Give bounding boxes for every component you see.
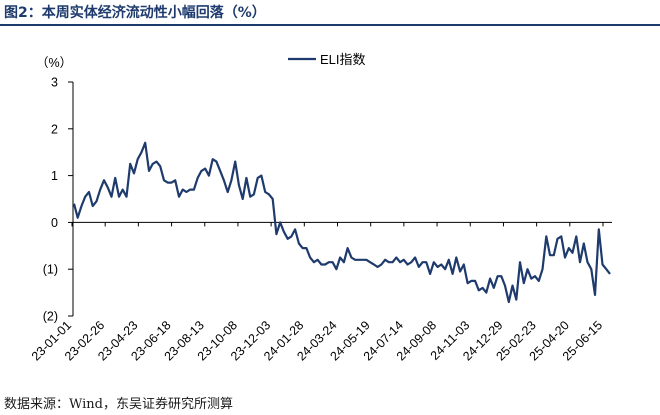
y-tick-label: 2 [51,122,58,136]
series-layer [72,141,611,304]
eli-line-chart: 3 2 1 0 (1) (2) 23-01-0123-02-2623-04-2323-06… [29,52,612,364]
figure-title-bar: 图2：本周实体经济流动性小幅回落（%） [0,0,660,26]
y-tick-label: 3 [51,76,58,90]
chart-axes [72,82,612,316]
y-tick-label: (2) [43,310,58,324]
x-axis-ticks: 23-01-0123-02-2623-04-2323-06-1823-08-13… [29,222,605,364]
source-note: 数据来源：Wind，东吴证券研究所测算 [4,397,233,412]
y-tick-label: 1 [51,169,58,183]
legend-label-eli: ELI指数 [320,52,366,67]
chart-legend: ELI指数 [288,52,366,67]
y-tick-label: (1) [43,263,58,277]
y-tick-label: 0 [51,216,58,230]
y-axis-ticks: 3 2 1 0 (1) (2) [43,76,73,324]
y-axis-unit-label: （%） [36,56,72,70]
figure-title: 图2：本周实体经济流动性小幅回落（%） [4,5,266,21]
series-line-eli [72,141,611,304]
